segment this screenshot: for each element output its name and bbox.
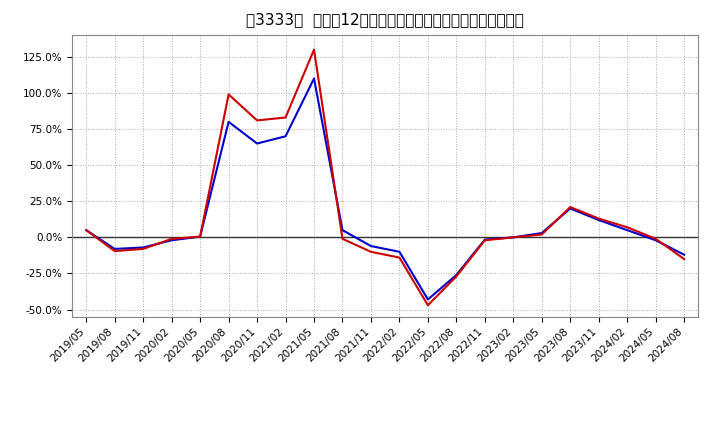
- 経常利益: [366, 243, 375, 249]
- Title: ［3333］  利益の12か月移動合計の対前年同期増減率の推移: ［3333］ 利益の12か月移動合計の対前年同期増減率の推移: [246, 12, 524, 27]
- 当期純利益: [196, 234, 204, 239]
- 当期純利益: [338, 236, 347, 242]
- 当期純利益: [282, 115, 290, 120]
- 経常利益: [338, 227, 347, 233]
- 経常利益: [509, 235, 518, 240]
- 当期純利益: [225, 92, 233, 97]
- 経常利益: [395, 249, 404, 254]
- 経常利益: [253, 141, 261, 146]
- 当期純利益: [680, 257, 688, 262]
- 当期純利益: [480, 238, 489, 243]
- 経常利益: [423, 297, 432, 302]
- 当期純利益: [623, 225, 631, 230]
- 当期純利益: [652, 236, 660, 242]
- 経常利益: [282, 134, 290, 139]
- 経常利益: [110, 246, 119, 252]
- Line: 当期純利益: 当期純利益: [86, 50, 684, 305]
- 当期純利益: [395, 255, 404, 260]
- 経常利益: [167, 238, 176, 243]
- 経常利益: [480, 237, 489, 242]
- 経常利益: [537, 231, 546, 236]
- 経常利益: [566, 206, 575, 211]
- 経常利益: [452, 272, 461, 278]
- 当期純利益: [423, 303, 432, 308]
- 当期純利益: [110, 249, 119, 254]
- 経常利益: [595, 217, 603, 223]
- 当期純利益: [595, 216, 603, 221]
- 経常利益: [310, 76, 318, 81]
- 経常利益: [82, 227, 91, 233]
- 経常利益: [225, 119, 233, 125]
- 当期純利益: [537, 232, 546, 237]
- 当期純利益: [566, 205, 575, 210]
- 経常利益: [652, 238, 660, 243]
- 経常利益: [680, 252, 688, 257]
- 当期純利益: [253, 118, 261, 123]
- 当期純利益: [82, 227, 91, 233]
- 当期純利益: [167, 236, 176, 242]
- 当期純利益: [509, 235, 518, 240]
- 当期純利益: [139, 246, 148, 252]
- 経常利益: [623, 227, 631, 233]
- 当期純利益: [310, 47, 318, 52]
- 経常利益: [196, 234, 204, 239]
- 当期純利益: [452, 274, 461, 279]
- 経常利益: [139, 245, 148, 250]
- Line: 経常利益: 経常利益: [86, 78, 684, 300]
- 当期純利益: [366, 249, 375, 254]
